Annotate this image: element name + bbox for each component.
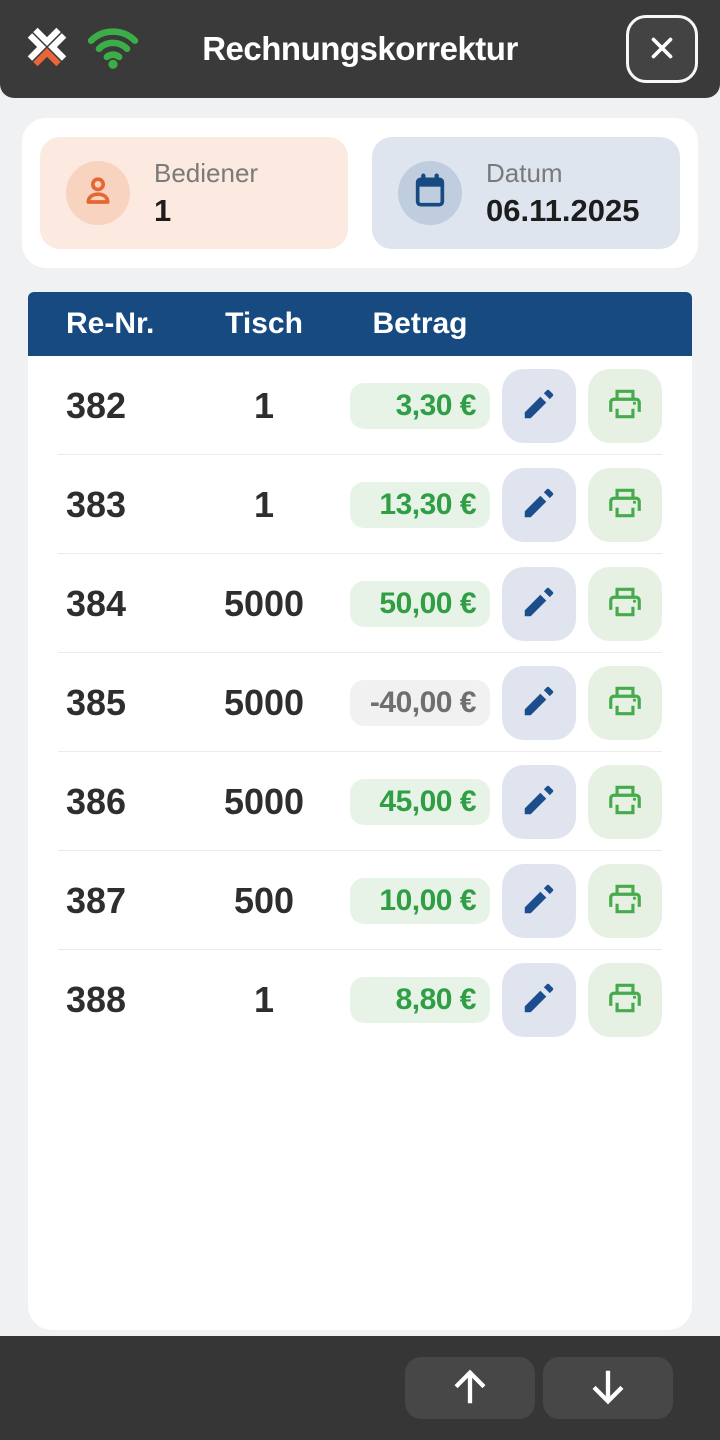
- scroll-down-button[interactable]: [543, 1357, 673, 1419]
- betrag-cell: 45,00 €: [350, 778, 490, 825]
- betrag-badge: 50,00 €: [350, 580, 490, 627]
- date-value: 06.11.2025: [486, 192, 640, 228]
- operator-texts: Bediener 1: [154, 158, 258, 229]
- edit-button[interactable]: [502, 863, 576, 938]
- re-nr-value: 382: [66, 384, 127, 426]
- printer-icon: [606, 781, 644, 822]
- pencil-icon: [520, 781, 558, 822]
- betrag-cell: -40,00 €: [350, 679, 490, 726]
- print-button[interactable]: [588, 368, 662, 443]
- wifi-icon: [86, 24, 140, 75]
- close-icon: [645, 31, 679, 68]
- brand-logo-icon: [22, 22, 72, 77]
- scroll-up-button[interactable]: [405, 1357, 535, 1419]
- re-nr-value: 387: [66, 879, 127, 921]
- tisch-value: 5000: [223, 780, 305, 822]
- table-row: 385 5000 -40,00 €: [28, 653, 692, 752]
- betrag-cell: 50,00 €: [350, 580, 490, 627]
- re-nr-value: 386: [66, 780, 127, 822]
- edit-button[interactable]: [502, 764, 576, 839]
- table-row: 384 5000 50,00 €: [28, 554, 692, 653]
- printer-icon: [606, 880, 644, 921]
- betrag-badge: 8,80 €: [350, 976, 490, 1023]
- bottom-bar: [0, 1336, 720, 1440]
- table-body: 382 1 3,30 € 383 1 13,30 €: [28, 356, 692, 1049]
- column-header-tisch: Tisch: [225, 307, 303, 340]
- tisch-value: 5000: [223, 681, 305, 723]
- betrag-cell: 8,80 €: [350, 976, 490, 1023]
- column-header-betrag: Betrag: [372, 307, 468, 340]
- re-nr-value: 383: [66, 483, 127, 525]
- calendar-icon: [410, 171, 450, 216]
- tisch-value: 1: [253, 483, 275, 525]
- print-button[interactable]: [588, 764, 662, 839]
- pencil-icon: [520, 484, 558, 525]
- print-button[interactable]: [588, 467, 662, 542]
- arrow-down-icon: [586, 1365, 630, 1412]
- table-row: 386 5000 45,00 €: [28, 752, 692, 851]
- re-nr-value: 388: [66, 978, 127, 1020]
- table-row: 388 1 8,80 €: [28, 950, 692, 1049]
- table-row: 387 500 10,00 €: [28, 851, 692, 950]
- pencil-icon: [520, 682, 558, 723]
- pencil-icon: [520, 880, 558, 921]
- betrag-badge: 13,30 €: [350, 481, 490, 528]
- date-chip: Datum 06.11.2025: [372, 137, 680, 249]
- page-title: Rechnungskorrektur: [202, 30, 518, 67]
- betrag-badge: 10,00 €: [350, 877, 490, 924]
- betrag-badge: -40,00 €: [350, 679, 490, 726]
- invoice-table: Re-Nr. Tisch Betrag 382 1 3,30 €: [28, 292, 692, 1330]
- operator-label: Bediener: [154, 157, 259, 188]
- status-icons: [22, 22, 140, 77]
- person-icon: [78, 171, 118, 216]
- betrag-cell: 10,00 €: [350, 877, 490, 924]
- print-button[interactable]: [588, 962, 662, 1037]
- betrag-badge: 45,00 €: [350, 778, 490, 825]
- edit-button[interactable]: [502, 467, 576, 542]
- date-label: Datum: [486, 157, 563, 188]
- arrow-up-icon: [448, 1365, 492, 1412]
- column-header-re-nr: Re-Nr.: [66, 307, 155, 340]
- pencil-icon: [520, 979, 558, 1020]
- operator-chip: Bediener 1: [40, 137, 348, 249]
- printer-icon: [606, 583, 644, 624]
- printer-icon: [606, 979, 644, 1020]
- print-button[interactable]: [588, 665, 662, 740]
- tisch-value: 1: [253, 978, 275, 1020]
- tisch-value: 5000: [223, 582, 305, 624]
- table-header-row: Re-Nr. Tisch Betrag: [28, 292, 692, 356]
- pencil-icon: [520, 385, 558, 426]
- table-row: 383 1 13,30 €: [28, 455, 692, 554]
- edit-button[interactable]: [502, 368, 576, 443]
- table-row: 382 1 3,30 €: [28, 356, 692, 455]
- edit-button[interactable]: [502, 566, 576, 641]
- scroll-buttons: [405, 1357, 673, 1419]
- printer-icon: [606, 484, 644, 525]
- print-button[interactable]: [588, 863, 662, 938]
- betrag-cell: 3,30 €: [350, 382, 490, 429]
- re-nr-value: 385: [66, 681, 127, 723]
- betrag-cell: 13,30 €: [350, 481, 490, 528]
- edit-button[interactable]: [502, 962, 576, 1037]
- tisch-value: 1: [253, 384, 275, 426]
- session-info-card: Bediener 1 Datum 06.11.2025: [22, 118, 698, 268]
- date-avatar: [398, 161, 462, 225]
- close-button[interactable]: [626, 15, 698, 83]
- print-button[interactable]: [588, 566, 662, 641]
- operator-avatar: [66, 161, 130, 225]
- betrag-badge: 3,30 €: [350, 382, 490, 429]
- date-texts: Datum 06.11.2025: [486, 158, 639, 229]
- printer-icon: [606, 682, 644, 723]
- tisch-value: 500: [233, 879, 295, 921]
- printer-icon: [606, 385, 644, 426]
- pencil-icon: [520, 583, 558, 624]
- re-nr-value: 384: [66, 582, 127, 624]
- operator-value: 1: [154, 192, 172, 228]
- edit-button[interactable]: [502, 665, 576, 740]
- app-header: Rechnungskorrektur: [0, 0, 720, 98]
